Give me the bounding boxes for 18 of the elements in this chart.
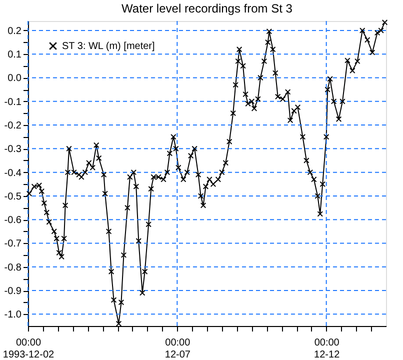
y-tick-label: -0.3 (4, 144, 22, 156)
x-tick-label: 00:00 1993-12-02 (2, 338, 55, 360)
y-tick-label: -0.7 (4, 238, 22, 250)
y-tick-label: -0.6 (4, 215, 22, 226)
y-tick-label: -0.8 (4, 262, 22, 274)
y-tick-label: -0.2 (4, 120, 22, 132)
y-tick-label: -0.9 (4, 286, 22, 298)
y-tick-label: 0.0 (8, 73, 22, 84)
y-tick-label: 0.1 (8, 50, 22, 61)
legend-label: ST 3: WL (m) [meter] (62, 41, 156, 52)
y-tick-label: -1.0 (4, 310, 22, 321)
y-tick-label: 0.2 (8, 26, 22, 37)
x-tick-label: 00:00 12-12 (314, 338, 340, 360)
y-tick-label: -0.5 (4, 191, 22, 202)
y-tick-label: -0.4 (4, 168, 22, 179)
y-tick-label: -0.1 (4, 96, 22, 108)
chart-title: Water level recordings from St 3 (122, 2, 293, 16)
x-tick-label: 00:00 12-07 (164, 338, 191, 360)
